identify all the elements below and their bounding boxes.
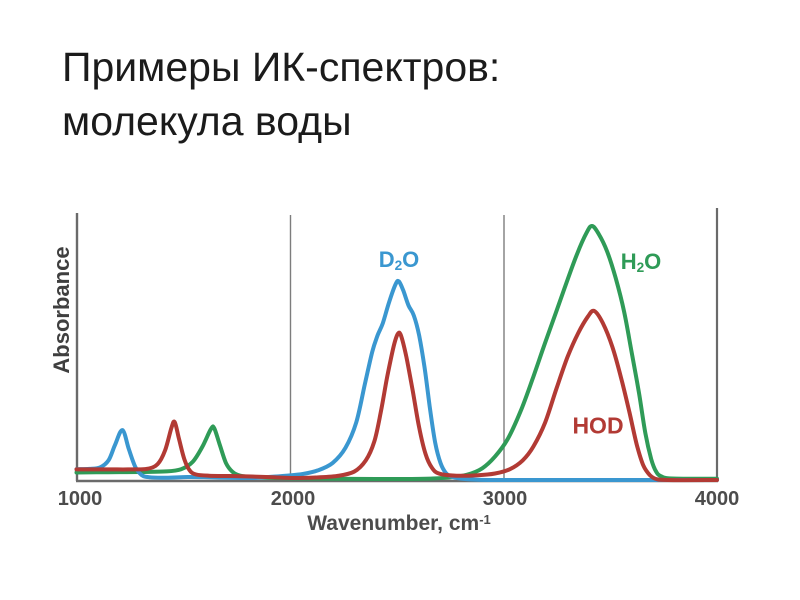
spectrum-curve-hod [74,308,719,483]
d2o-label-sub: 2 [394,258,403,274]
h2o-label-sub: 2 [636,260,645,276]
d2o-label-post: O [402,246,420,272]
curve-label-h2o: H2O [621,249,662,275]
slide-title-line1: Примеры ИК-спектров: [62,44,501,90]
hod-label-pre: HOD [572,412,624,439]
spectrum-curve-h2o [74,224,719,482]
spectrum-curve-d2o [74,278,719,483]
slide-title: Примеры ИК-спектров: молекула воды [62,40,762,148]
slide-title-line2: молекула воды [62,98,352,144]
x-tick-3000: 3000 [482,488,528,510]
x-axis-label-text: Wavenumber, cm [307,512,480,535]
d2o-label-pre: D [378,246,395,272]
x-tick-4000: 4000 [694,488,740,510]
h2o-label-post: O [644,248,662,274]
curve-label-d2o: D2O [379,247,420,273]
y-axis-label: Absorbance [49,246,74,374]
x-axis-label-sup: -1 [479,512,491,528]
h2o-label-pre: H [620,248,637,274]
x-axis-label: Wavenumber, cm-1 [307,512,491,536]
x-tick-1000: 1000 [57,488,103,510]
x-tick-2000: 2000 [270,488,316,510]
spectra-curves [74,224,719,483]
curve-label-hod: HOD [572,413,623,442]
